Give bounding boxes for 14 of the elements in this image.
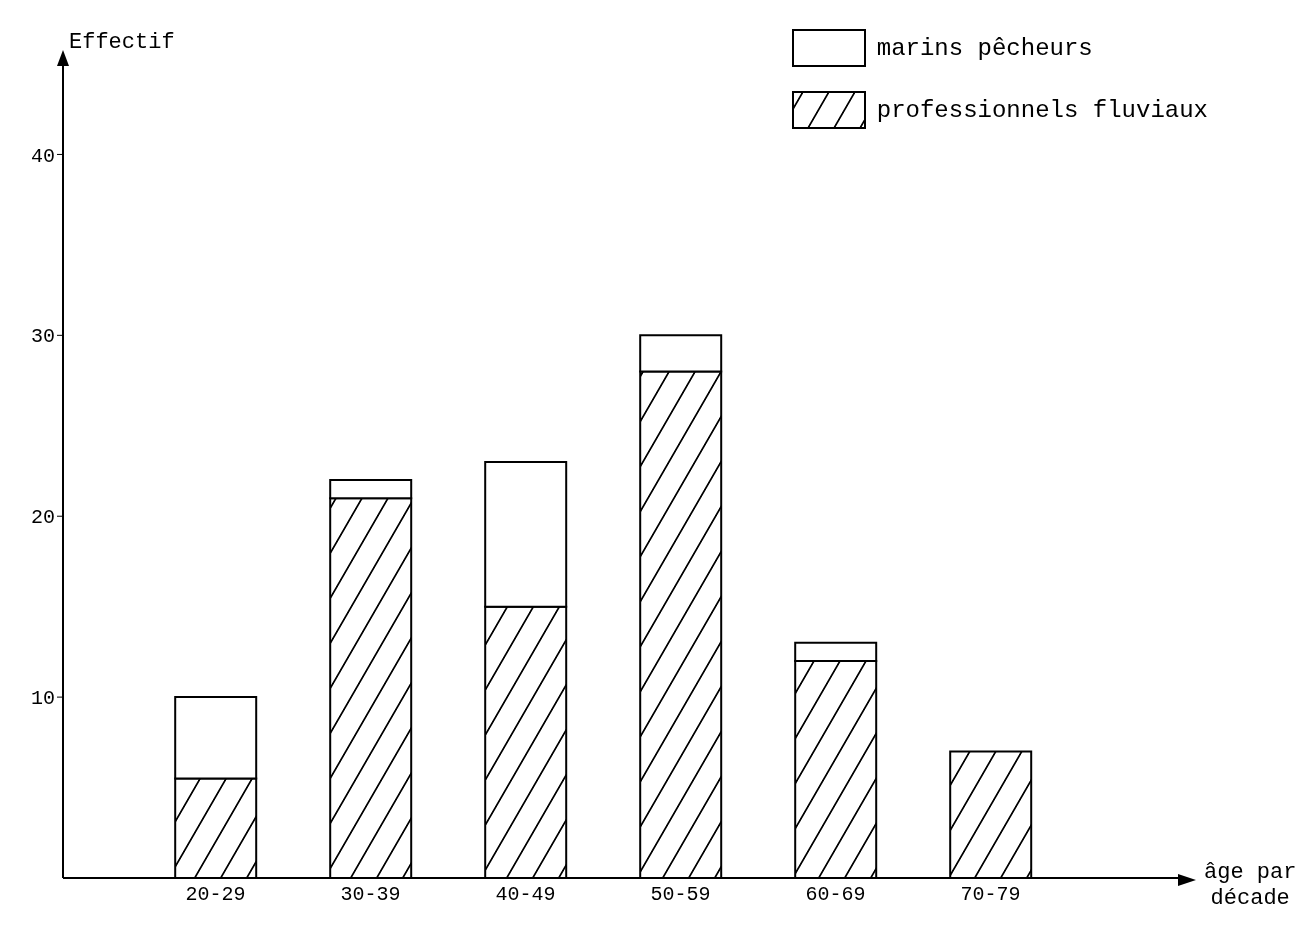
- x-tick-label: 60-69: [805, 883, 866, 907]
- y-tick-label: 20: [30, 506, 55, 530]
- y-tick-label: 40: [30, 144, 55, 168]
- legend-label: professionnels fluviaux: [876, 96, 1208, 124]
- y-tick-label: 30: [30, 325, 55, 349]
- x-tick-label: 40-49: [495, 883, 556, 907]
- x-tick-label: 30-39: [340, 883, 401, 907]
- x-axis-title: âge par décade: [1204, 860, 1297, 912]
- legend-label: marins pêcheurs: [876, 34, 1093, 62]
- y-axis-title: Effectif: [69, 30, 175, 55]
- x-tick-label: 50-59: [650, 883, 711, 907]
- x-tick-label: 20-29: [185, 883, 246, 907]
- x-tick-label: 70-79: [960, 883, 1021, 907]
- y-tick-label: 10: [30, 687, 55, 711]
